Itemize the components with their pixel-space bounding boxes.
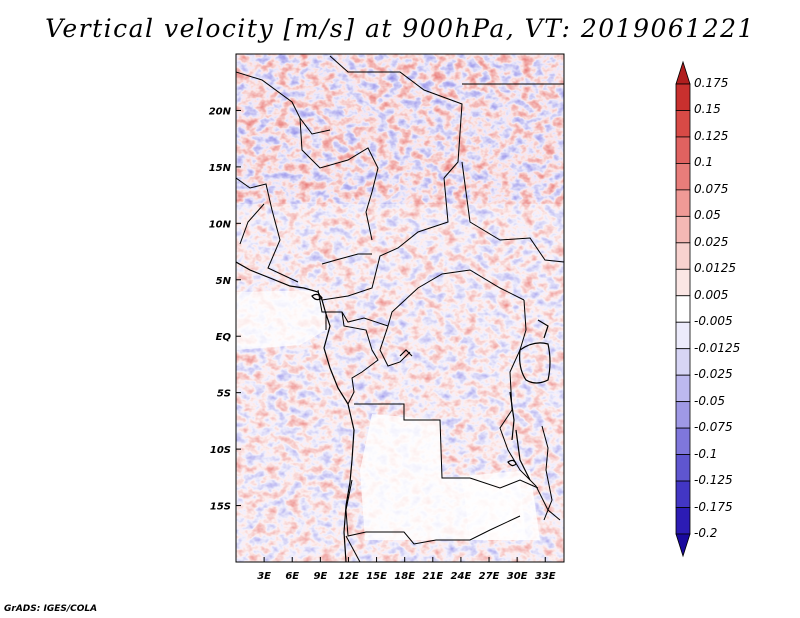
- colorbar-label: -0.075: [694, 420, 733, 435]
- lon-tick-label: 21E: [422, 571, 443, 582]
- colorbar-bin: [675, 454, 691, 482]
- colorbar-label: -0.125: [694, 473, 733, 488]
- colorbar-label: 0.025: [694, 234, 729, 249]
- colorbar-bin: [675, 189, 691, 217]
- colorbar-bin: [675, 242, 691, 270]
- lat-tick-label: 15N: [209, 163, 232, 174]
- colorbar-label: -0.005: [694, 314, 733, 329]
- colorbar-label: -0.0125: [694, 340, 741, 355]
- colorbar-bin: [675, 401, 691, 429]
- colorbar: [675, 60, 691, 558]
- lon-tick-label: 18E: [394, 571, 415, 582]
- lat-tick-label: 20N: [209, 106, 232, 117]
- credit-text: GrADS: IGES/COLA: [4, 604, 98, 614]
- lon-tick-label: 12E: [338, 571, 359, 582]
- country-borders: [236, 55, 564, 562]
- colorbar-bin: [675, 215, 691, 244]
- lon-tick-label: 24E: [451, 571, 472, 582]
- colorbar-label: 0.125: [694, 128, 729, 143]
- colorbar-bin: [675, 60, 691, 85]
- latitude-axis: 20N 15N 10N 5N EQ 5S 10S 15S: [209, 106, 241, 513]
- colorbar-bin: [675, 295, 691, 323]
- colorbar-bin: [675, 427, 691, 455]
- colorbar-label: -0.2: [694, 526, 718, 540]
- lat-tick-label: 5N: [216, 276, 232, 287]
- colorbar-label: 0.075: [694, 181, 729, 196]
- colorbar-bin: [675, 533, 691, 558]
- colorbar-label: 0.175: [694, 76, 729, 90]
- colorbar-label: 0.15: [694, 102, 721, 117]
- colorbar-bin: [675, 321, 691, 350]
- plot-frame: [235, 53, 565, 563]
- colorbar-bin: [675, 83, 691, 111]
- lat-tick-label: 5S: [217, 389, 231, 400]
- colorbar-label: -0.05: [694, 393, 726, 408]
- colorbar-label: -0.025: [694, 367, 733, 382]
- lon-tick-label: 9E: [313, 571, 327, 582]
- colorbar-bin: [675, 268, 691, 297]
- colorbar-label: 0.1: [694, 155, 714, 170]
- colorbar-bin: [675, 163, 691, 191]
- lon-tick-label: 15E: [366, 571, 387, 582]
- longitude-axis: 3E 6E 9E 12E 15E 18E 21E 24E 27E 30E 33E: [257, 557, 556, 582]
- colorbar-label: -0.1: [694, 446, 718, 461]
- lat-tick-label: 10N: [209, 219, 232, 230]
- colorbar-bin: [675, 348, 691, 376]
- colorbar-bin: [675, 507, 691, 535]
- lon-tick-label: 6E: [285, 571, 299, 582]
- coastlines-lakes: [236, 261, 551, 562]
- lon-tick-label: 27E: [479, 571, 500, 582]
- velocity-field: [236, 54, 564, 562]
- colorbar-bin: [675, 110, 691, 138]
- colorbar-label: -0.175: [694, 499, 733, 514]
- colorbar-label: 0.005: [694, 287, 729, 302]
- colorbar-bin: [675, 374, 691, 403]
- lon-tick-label: 3E: [257, 571, 271, 582]
- colorbar-bin: [675, 136, 691, 164]
- lat-tick-label: EQ: [216, 332, 232, 343]
- lat-tick-label: 15S: [210, 502, 231, 513]
- lat-tick-label: 10S: [210, 445, 231, 456]
- plot-title: Vertical velocity [m/s] at 900hPa, VT: 2…: [45, 14, 755, 43]
- colorbar-label: 0.05: [694, 208, 721, 223]
- lon-tick-label: 30E: [507, 571, 528, 582]
- colorbar-bin: [675, 480, 691, 508]
- lon-tick-label: 33E: [535, 571, 556, 582]
- colorbar-label: 0.0125: [694, 261, 736, 276]
